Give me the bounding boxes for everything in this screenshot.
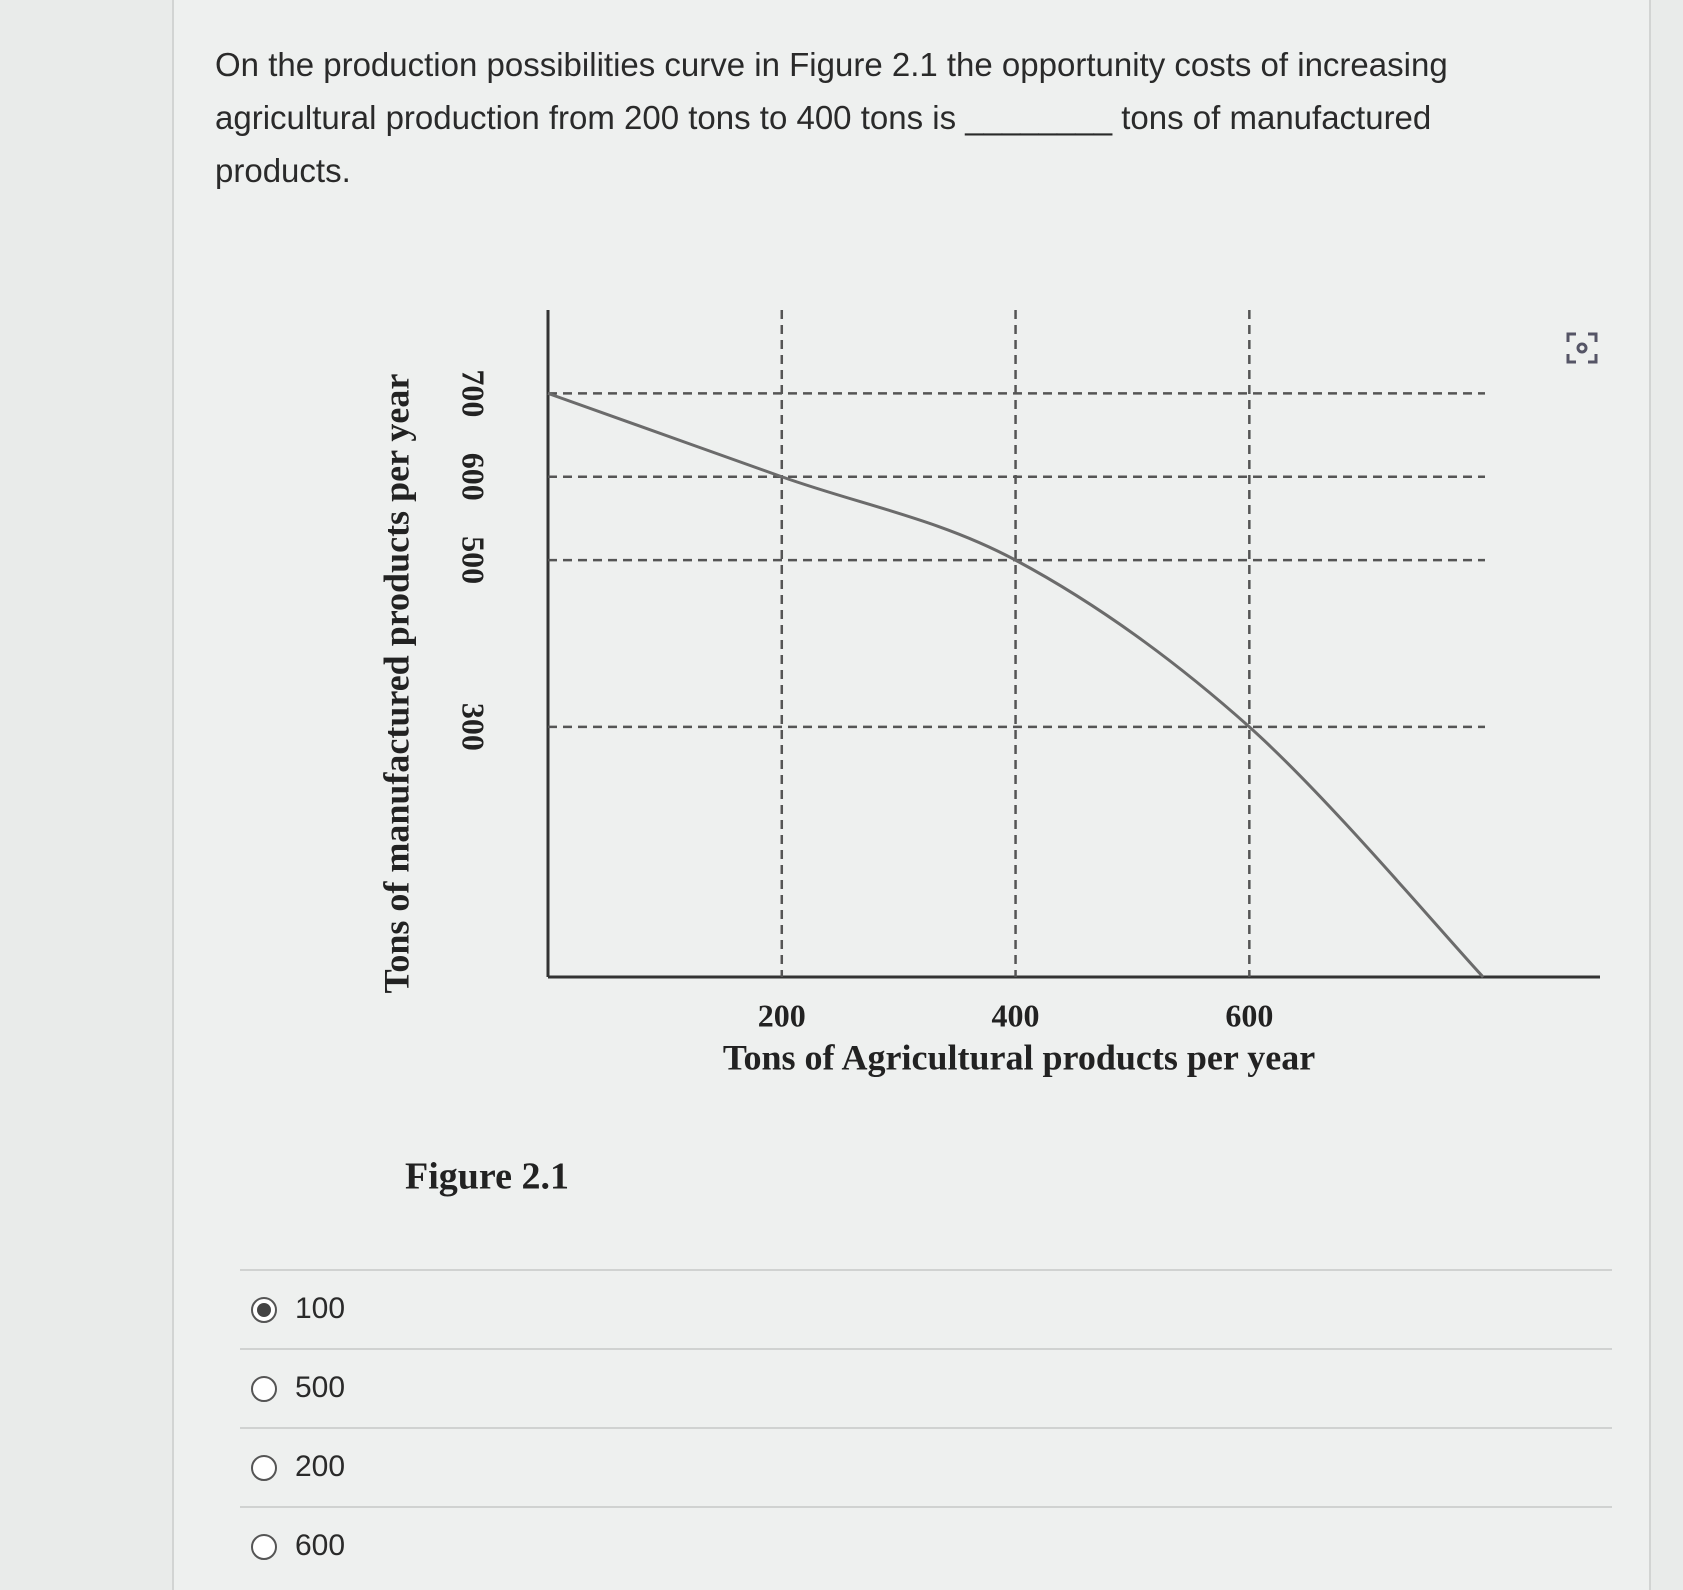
y-tick-label: 700 — [456, 369, 492, 417]
radio-button[interactable] — [251, 1534, 277, 1560]
option-label[interactable]: 600 — [295, 1529, 345, 1562]
radio-button[interactable] — [251, 1376, 277, 1402]
question-panel — [172, 0, 1651, 1590]
y-axis-title: Tons of manufactured products per year — [376, 374, 416, 994]
x-tick-label: 400 — [992, 997, 1040, 1033]
question-text: On the production possibilities curve in… — [215, 46, 1448, 189]
y-tick-label: 500 — [456, 536, 492, 584]
option-label[interactable]: 100 — [295, 1292, 345, 1325]
x-axis-title: Tons of Agricultural products per year — [723, 1037, 1315, 1077]
radio-dot — [257, 1303, 271, 1317]
x-tick-label: 200 — [758, 997, 806, 1033]
x-tick-label: 600 — [1225, 997, 1273, 1033]
focus-icon[interactable] — [1566, 332, 1598, 364]
option-label[interactable]: 200 — [295, 1450, 345, 1483]
y-tick-label: 300 — [456, 703, 492, 751]
y-tick-label: 600 — [456, 453, 492, 501]
option-label[interactable]: 500 — [295, 1371, 345, 1404]
figure-caption: Figure 2.1 — [405, 1156, 569, 1198]
radio-button[interactable] — [251, 1455, 277, 1481]
ppc-curve — [547, 391, 1485, 979]
